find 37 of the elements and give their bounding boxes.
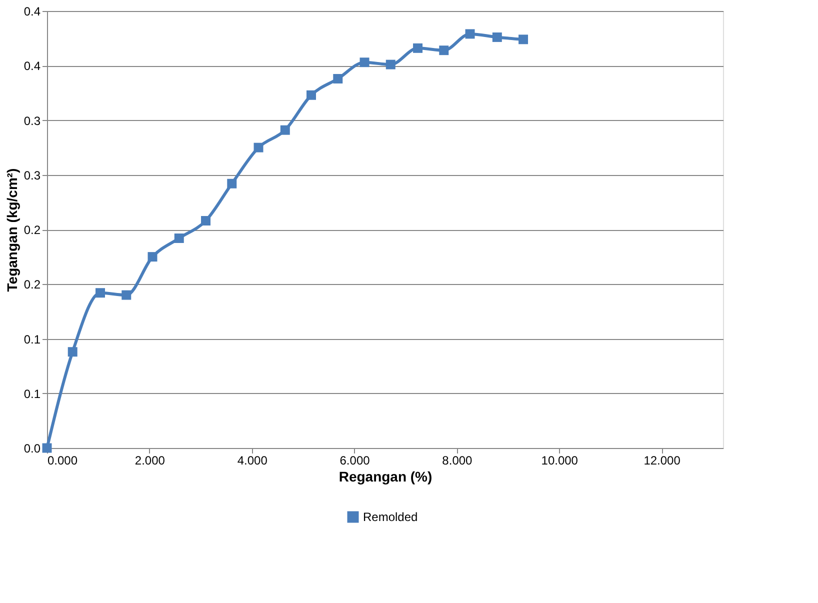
point <box>280 125 290 135</box>
point <box>360 58 370 68</box>
y-tick-label: 0.4 <box>24 4 41 18</box>
x-tick-label: 12.000 <box>644 454 681 468</box>
point <box>518 34 528 44</box>
point <box>174 233 184 243</box>
x-axis-title: Regangan (%) <box>338 468 432 484</box>
y-tick-label: 0.2 <box>24 223 41 237</box>
point <box>492 32 502 42</box>
x-tick-label: 8.000 <box>442 454 473 468</box>
x-tick-label: 10.000 <box>541 454 578 468</box>
y-tick-label: 0.4 <box>24 59 41 74</box>
point <box>386 60 396 70</box>
x-tick-label: 2.000 <box>134 454 166 468</box>
y-tick-label: 0.2 <box>24 278 41 292</box>
y-tick-label: 0.3 <box>24 114 41 128</box>
point <box>122 290 132 300</box>
y-axis-title: Tegangan (kg/cm²) <box>4 168 20 292</box>
point <box>254 142 264 152</box>
legend-label: Remolded <box>363 510 418 524</box>
point <box>148 252 158 262</box>
x-tick-label: 6.000 <box>340 454 370 468</box>
y-tick-label: 0.1 <box>24 332 41 346</box>
point <box>333 74 343 84</box>
y-tick-label: 0.0 <box>24 442 41 456</box>
point <box>96 288 106 298</box>
point <box>68 347 78 357</box>
point <box>465 29 475 39</box>
point <box>201 216 210 226</box>
point <box>439 46 449 56</box>
point <box>413 43 423 53</box>
x-tick-label: 0.000 <box>48 454 78 468</box>
x-tick-label: 4.000 <box>237 454 268 468</box>
point <box>227 178 237 188</box>
point <box>306 90 316 100</box>
y-tick-label: 0.1 <box>24 386 41 401</box>
y-tick-label: 0.3 <box>24 168 41 182</box>
